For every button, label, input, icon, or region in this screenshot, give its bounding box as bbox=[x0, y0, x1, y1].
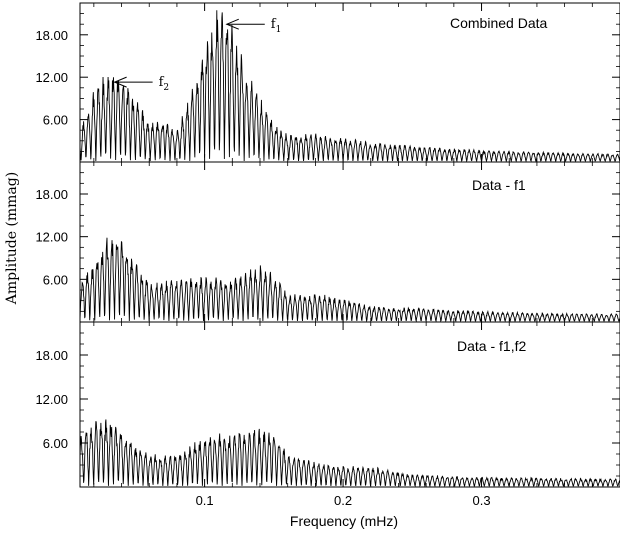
amplitude-spectrum-line bbox=[80, 419, 620, 487]
y-tick-label: 18.00 bbox=[35, 187, 68, 202]
x-tick-labels: 0.1 0.2 0.3 bbox=[196, 493, 491, 508]
panel-label: Combined Data bbox=[450, 15, 547, 31]
annotation-arrowhead bbox=[225, 18, 239, 30]
peak-annotation-f1: f1 bbox=[225, 17, 282, 35]
amplitude-spectrum-line bbox=[80, 237, 620, 322]
x-axis-title: Frequency (mHz) bbox=[290, 513, 398, 529]
amplitude-spectrum-line bbox=[80, 10, 620, 162]
peak-annotations: f1 f2 bbox=[113, 17, 282, 93]
y-tick-label: 6.00 bbox=[43, 272, 68, 287]
panel-data-minus-f1: 6.00 12.00 18.00 Data - f1 bbox=[35, 161, 620, 323]
panel-data-minus-f1-f2: 6.00 12.00 18.00 Data - f1,f2 bbox=[35, 321, 620, 488]
x-tick-label: 0.3 bbox=[472, 493, 490, 508]
y-tick-label: 18.00 bbox=[35, 28, 68, 43]
y-tick-label: 18.00 bbox=[35, 348, 68, 363]
panel-label: Data - f1 bbox=[472, 177, 526, 193]
y-tick-label: 12.00 bbox=[35, 392, 68, 407]
x-tick-label: 0.1 bbox=[196, 493, 214, 508]
y-axis-title: Amplitude (mmag) bbox=[4, 172, 20, 305]
y-tick-label: 6.00 bbox=[43, 436, 68, 451]
annotation-label: f1 bbox=[271, 17, 282, 35]
panel-combined-data: 6.00 12.00 18.00 Combined Data f1 f2 bbox=[35, 2, 620, 163]
y-tick-label: 12.00 bbox=[35, 230, 68, 245]
annotation-label: f2 bbox=[159, 75, 170, 93]
panel-ticks: 6.00 12.00 18.00 bbox=[35, 162, 620, 322]
panel-frame bbox=[79, 321, 620, 488]
peak-annotation-f2: f2 bbox=[113, 75, 170, 93]
annotation-arrowhead bbox=[113, 76, 127, 88]
x-tick-label: 0.2 bbox=[334, 493, 352, 508]
y-tick-label: 6.00 bbox=[43, 113, 68, 128]
panel-ticks: 6.00 12.00 18.00 bbox=[35, 322, 620, 487]
panel-frame bbox=[79, 161, 620, 323]
panel-label: Data - f1,f2 bbox=[457, 338, 526, 354]
y-tick-label: 12.00 bbox=[35, 70, 68, 85]
